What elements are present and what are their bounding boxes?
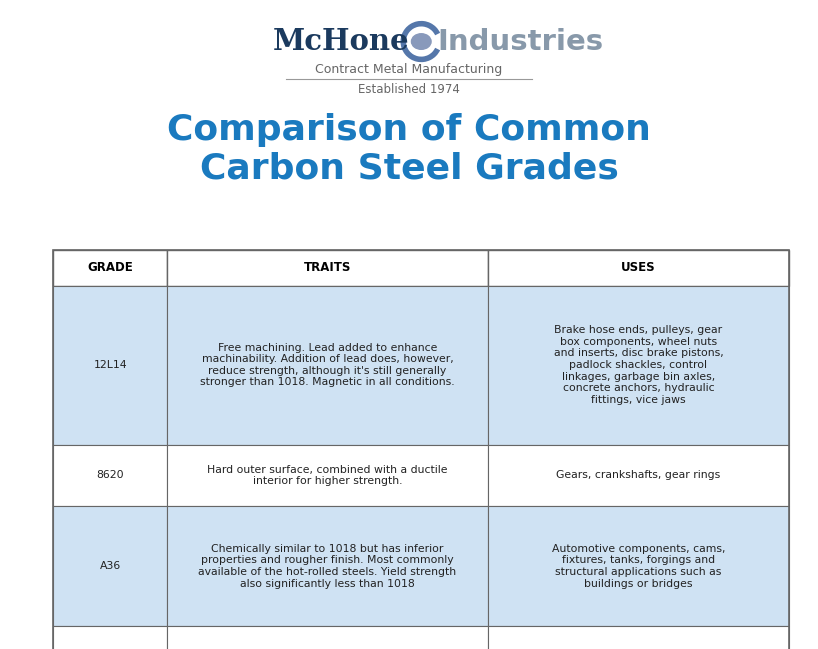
- Circle shape: [411, 34, 431, 49]
- Text: Industries: Industries: [438, 27, 604, 56]
- Text: Comparison of Common: Comparison of Common: [167, 113, 651, 147]
- Text: Hard outer surface, combined with a ductile
interior for higher strength.: Hard outer surface, combined with a duct…: [207, 465, 447, 486]
- Text: Chemically similar to 1018 but has inferior
properties and rougher finish. Most : Chemically similar to 1018 but has infer…: [198, 544, 456, 589]
- Text: 12L14: 12L14: [93, 360, 127, 370]
- Text: Automotive components, cams,
fixtures, tanks, forgings and
structural applicatio: Automotive components, cams, fixtures, t…: [551, 544, 726, 589]
- Text: 8620: 8620: [97, 471, 124, 480]
- Text: A36: A36: [100, 561, 121, 571]
- Text: Gears, crankshafts, gear rings: Gears, crankshafts, gear rings: [556, 471, 721, 480]
- Text: Carbon Steel Grades: Carbon Steel Grades: [200, 152, 618, 186]
- Text: USES: USES: [621, 261, 656, 275]
- Text: Contract Metal Manufacturing: Contract Metal Manufacturing: [316, 63, 502, 76]
- Text: TRAITS: TRAITS: [303, 261, 351, 275]
- Text: McHone: McHone: [272, 27, 409, 56]
- Text: Brake hose ends, pulleys, gear
box components, wheel nuts
and inserts, disc brak: Brake hose ends, pulleys, gear box compo…: [554, 325, 723, 405]
- Text: Free machining. Lead added to enhance
machinability. Addition of lead does, howe: Free machining. Lead added to enhance ma…: [200, 343, 455, 387]
- Text: Established 1974: Established 1974: [358, 83, 460, 96]
- Text: GRADE: GRADE: [88, 261, 133, 275]
